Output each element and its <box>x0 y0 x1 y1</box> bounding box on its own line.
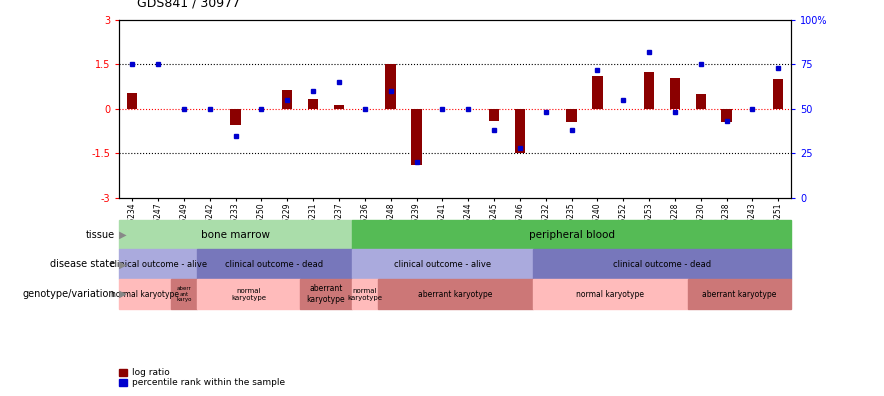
Text: aberrant karyotype: aberrant karyotype <box>418 289 492 299</box>
Text: normal karyotype: normal karyotype <box>576 289 644 299</box>
Bar <box>352 220 791 249</box>
Text: ▶: ▶ <box>116 259 126 269</box>
Bar <box>197 279 301 309</box>
Bar <box>688 279 791 309</box>
Text: normal karyotype: normal karyotype <box>111 289 179 299</box>
Text: clinical outcome - alive: clinical outcome - alive <box>393 260 491 269</box>
Text: GDS841 / 30977: GDS841 / 30977 <box>137 0 240 10</box>
Text: log ratio: log ratio <box>132 368 170 377</box>
Bar <box>197 249 352 279</box>
Bar <box>308 99 318 109</box>
Bar <box>721 109 732 122</box>
Bar <box>592 76 603 109</box>
Bar <box>533 249 791 279</box>
Text: aberrant karyotype: aberrant karyotype <box>702 289 777 299</box>
Bar <box>334 105 344 109</box>
Bar <box>352 249 533 279</box>
Bar <box>489 109 499 121</box>
Text: normal
karyotype: normal karyotype <box>347 287 382 301</box>
Bar <box>644 72 654 109</box>
Bar <box>377 279 533 309</box>
Bar <box>119 279 171 309</box>
Bar <box>533 279 688 309</box>
Text: clinical outcome - dead: clinical outcome - dead <box>613 260 711 269</box>
Text: ▶: ▶ <box>116 289 126 299</box>
Text: clinical outcome - alive: clinical outcome - alive <box>110 260 207 269</box>
Text: tissue: tissue <box>86 230 115 240</box>
Bar <box>411 109 422 165</box>
Bar <box>774 79 783 109</box>
Bar <box>696 94 706 109</box>
Bar <box>119 220 352 249</box>
Text: peripheral blood: peripheral blood <box>529 230 614 240</box>
Text: bone marrow: bone marrow <box>202 230 271 240</box>
Bar <box>231 109 240 125</box>
Bar <box>670 78 680 109</box>
Bar <box>514 109 525 153</box>
Bar <box>301 279 352 309</box>
Text: genotype/variation: genotype/variation <box>22 289 115 299</box>
Text: disease state: disease state <box>50 259 115 269</box>
Text: percentile rank within the sample: percentile rank within the sample <box>132 378 285 386</box>
Text: normal
karyotype: normal karyotype <box>231 287 266 301</box>
Text: aberrant
karyotype: aberrant karyotype <box>307 284 346 304</box>
Bar <box>119 249 197 279</box>
Text: clinical outcome - dead: clinical outcome - dead <box>225 260 324 269</box>
Bar <box>567 109 576 122</box>
Bar <box>385 64 396 109</box>
Text: aberr
ant
karyo: aberr ant karyo <box>176 286 192 302</box>
Bar <box>352 279 377 309</box>
Bar <box>127 93 137 109</box>
Bar <box>171 279 197 309</box>
Text: ▶: ▶ <box>116 230 126 240</box>
Bar <box>282 89 293 109</box>
